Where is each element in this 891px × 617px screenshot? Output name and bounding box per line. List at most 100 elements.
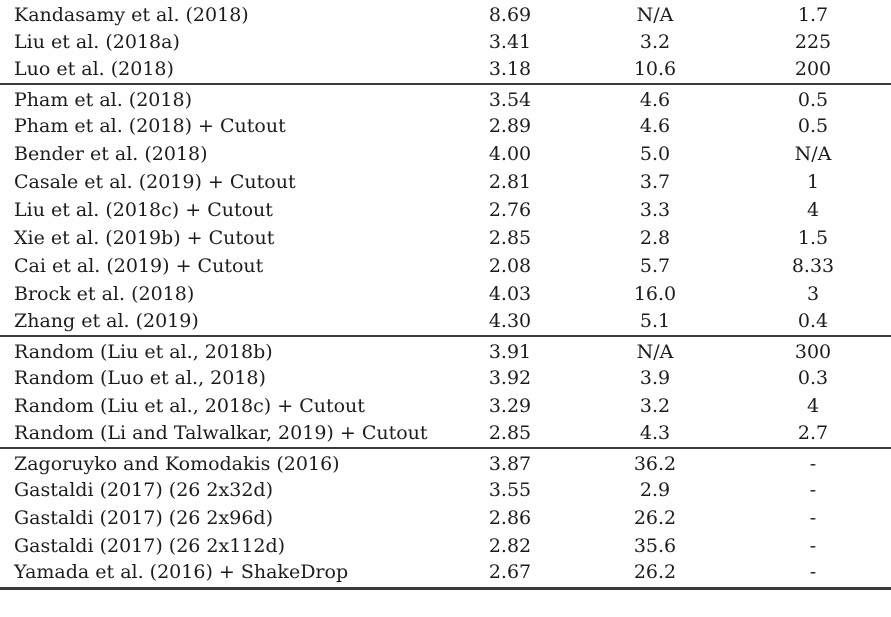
value-cell: 8.69	[488, 4, 532, 26]
value-cell: 2.81	[488, 171, 532, 193]
value-cell: 5.7	[639, 255, 671, 277]
value-cell: N/A	[636, 4, 674, 26]
value-cell: 3.29	[488, 395, 532, 417]
value-cell: 2.08	[488, 255, 532, 277]
value-cell: 4	[806, 395, 820, 417]
value-cell: 2.89	[488, 115, 532, 137]
value-cell: 2.85	[488, 421, 532, 444]
table-group: Zagoruyko and Komodakis (2016) 3.87 36.2- G…	[0, 448, 891, 588]
method-cell: Liu et al. (2018a)	[14, 31, 180, 53]
method-cell: Liu et al. (2018c) + Cutout	[14, 199, 273, 221]
value-cell: 16.0	[633, 283, 677, 305]
table-row: Random (Liu et al., 2018b) 3.91 N/A 300	[0, 336, 891, 364]
value-cell: N/A	[636, 340, 674, 363]
value-cell: 4.6	[639, 88, 671, 111]
value-cell: 1.7	[797, 4, 829, 26]
value-cell: 3	[806, 283, 820, 305]
value-cell: 3.3	[639, 199, 671, 221]
method-cell: Zhang et al. (2019)	[14, 309, 199, 332]
value-cell: 4.6	[639, 115, 671, 137]
value-cell: 1.5	[797, 227, 829, 249]
value-cell: 4	[806, 199, 820, 221]
value-cell: 3.55	[488, 479, 532, 501]
value-cell: 3.87	[488, 452, 532, 475]
table-group: Kandasamy et al. (2018) 8.69 N/A 1.7 Liu et …	[0, 0, 891, 84]
value-cell: 2.85	[488, 227, 532, 249]
method-cell: Random (Liu et al., 2018c) + Cutout	[14, 395, 365, 417]
value-cell: 2.82	[488, 535, 532, 557]
value-cell: 3.91	[488, 340, 532, 363]
table-row: Random (Liu et al., 2018c) + Cutout 3.29 3…	[0, 392, 891, 420]
value-cell: 36.2	[633, 452, 677, 475]
value-cell: 1	[806, 171, 820, 193]
method-cell: Bender et al. (2018)	[14, 143, 208, 165]
method-cell: Random (Luo et al., 2018)	[14, 367, 266, 389]
table-row: Yamada et al. (2016) + ShakeDrop 2.67 26.2…	[0, 560, 891, 588]
value-cell: 35.6	[633, 535, 677, 557]
method-cell: Luo et al. (2018)	[14, 57, 174, 80]
method-cell: Random (Li and Talwalkar, 2019) + Cutout	[14, 421, 428, 444]
method-cell: Zagoruyko and Komodakis (2016)	[14, 452, 340, 475]
method-cell: Gastaldi (2017) (26 2x112d)	[14, 535, 286, 557]
table-group: Random (Liu et al., 2018b) 3.91 N/A 300 Rand…	[0, 336, 891, 448]
value-cell: 4.03	[488, 283, 532, 305]
value-cell: 5.1	[639, 309, 671, 332]
value-cell: 3.2	[639, 31, 671, 53]
value-cell: 26.2	[633, 561, 677, 584]
table-row: Kandasamy et al. (2018) 8.69 N/A 1.7	[0, 0, 891, 28]
method-cell: Pham et al. (2018)	[14, 88, 192, 111]
value-cell: 5.0	[639, 143, 671, 165]
table-row: Random (Li and Talwalkar, 2019) + Cutout…	[0, 420, 891, 448]
table-row: Liu et al. (2018a) 3.41 3.2 225	[0, 28, 891, 56]
method-cell: Brock et al. (2018)	[14, 283, 195, 305]
value-cell: 0.5	[797, 88, 829, 111]
value-cell: -	[809, 535, 817, 557]
value-cell: 4.00	[488, 143, 532, 165]
value-cell: 0.5	[797, 115, 829, 137]
table-row: Liu et al. (2018c) + Cutout 2.76 3.3 4	[0, 196, 891, 224]
table-row: Pham et al. (2018) + Cutout 2.89 4.6 0.5	[0, 112, 891, 140]
method-cell: Kandasamy et al. (2018)	[14, 4, 249, 26]
value-cell: 300	[794, 340, 832, 363]
table-row: Gastaldi (2017) (26 2x96d) 2.86 26.2 -	[0, 504, 891, 532]
table-row: Gastaldi (2017) (26 2x32d) 3.55 2.9 -	[0, 476, 891, 504]
table-row: Random (Luo et al., 2018) 3.92 3.9 0.3	[0, 364, 891, 392]
value-cell: 8.33	[791, 255, 835, 277]
table-row: Gastaldi (2017) (26 2x112d) 2.82 35.6 -	[0, 532, 891, 560]
value-cell: -	[809, 479, 817, 501]
value-cell: 3.9	[639, 367, 671, 389]
value-cell: 200	[794, 57, 832, 80]
method-cell: Xie et al. (2019b) + Cutout	[14, 227, 275, 249]
value-cell: 225	[794, 31, 832, 53]
value-cell: 2.7	[797, 421, 829, 444]
method-cell: Random (Liu et al., 2018b)	[14, 340, 273, 363]
results-table: Kandasamy et al. (2018) 8.69 N/A 1.7 Liu et …	[0, 0, 891, 590]
table-row: Luo et al. (2018) 3.18 10.6 200	[0, 56, 891, 84]
table-row: Casale et al. (2019) + Cutout 2.81 3.7 1	[0, 168, 891, 196]
value-cell: 26.2	[633, 507, 677, 529]
table-row: Bender et al. (2018) 4.00 5.0 N/A	[0, 140, 891, 168]
value-cell: N/A	[794, 143, 832, 165]
method-cell: Cai et al. (2019) + Cutout	[14, 255, 264, 277]
method-cell: Casale et al. (2019) + Cutout	[14, 171, 296, 193]
method-cell: Pham et al. (2018) + Cutout	[14, 115, 286, 137]
value-cell: 2.67	[488, 561, 532, 584]
value-cell: 10.6	[633, 57, 677, 80]
value-cell: 3.54	[488, 88, 532, 111]
value-cell: 2.76	[488, 199, 532, 221]
method-cell: Gastaldi (2017) (26 2x96d)	[14, 507, 273, 529]
value-cell: 3.18	[488, 57, 532, 80]
table-row: Pham et al. (2018) 3.54 4.6 0.5	[0, 84, 891, 112]
value-cell: 2.9	[639, 479, 671, 501]
value-cell: -	[809, 507, 817, 529]
value-cell: 3.7	[639, 171, 671, 193]
method-cell: Gastaldi (2017) (26 2x32d)	[14, 479, 273, 501]
value-cell: 0.4	[797, 309, 829, 332]
table-row: Xie et al. (2019b) + Cutout 2.85 2.8 1.5	[0, 224, 891, 252]
value-cell: 4.3	[639, 421, 671, 444]
value-cell: 3.2	[639, 395, 671, 417]
value-cell: 2.86	[488, 507, 532, 529]
method-cell: Yamada et al. (2016) + ShakeDrop	[14, 561, 349, 584]
value-cell: 2.8	[639, 227, 671, 249]
table-row: Zhang et al. (2019) 4.30 5.1 0.4	[0, 308, 891, 336]
